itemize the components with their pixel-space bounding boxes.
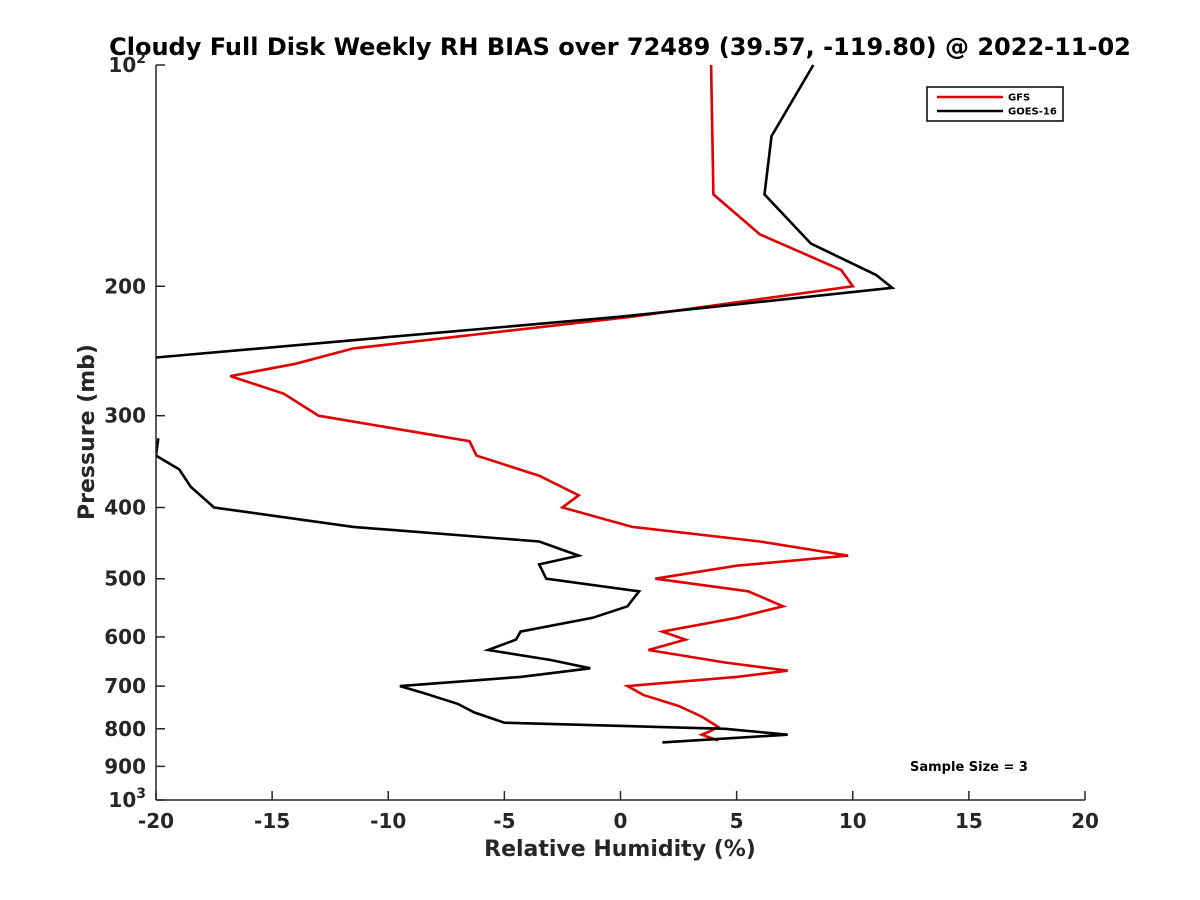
axes: -20 -15 -10 -5 0 5 10 15 20 102 200 300 400 500 600 700…: [104, 51, 1099, 833]
plot-area: [156, 64, 896, 744]
legend-label: GFS: [1008, 93, 1030, 104]
legend: GFS GOES-16: [926, 86, 1064, 122]
y-tick-label: 500: [104, 567, 146, 591]
y-tick-label: 200: [104, 274, 146, 298]
x-tick-label: 5: [730, 809, 744, 833]
series-line-goes16: [156, 64, 896, 744]
x-tick-label: 0: [614, 809, 628, 833]
y-tick-label: 102: [108, 51, 146, 77]
x-tick-label: -15: [254, 809, 290, 833]
y-tick-label: 700: [104, 674, 146, 698]
x-tick-label: 15: [955, 809, 983, 833]
y-tick-label: 800: [104, 717, 146, 741]
legend-box: [926, 86, 1064, 122]
legend-label: GOES-16: [1008, 107, 1057, 118]
x-tick-label: -5: [493, 809, 515, 833]
y-tick-label: 900: [104, 754, 146, 778]
y-tick-label: 300: [104, 404, 146, 428]
x-tick-label: 20: [1071, 809, 1099, 833]
x-tick-label: 10: [839, 809, 867, 833]
chart-title: Cloudy Full Disk Weekly RH BIAS over 724…: [109, 33, 1131, 61]
x-tick-label: -20: [138, 809, 174, 833]
y-tick-label: 600: [104, 625, 146, 649]
y-axis-label: Pressure (mb): [75, 344, 100, 520]
x-tick-label: -10: [370, 809, 406, 833]
x-axis-label: Relative Humidity (%): [484, 837, 756, 862]
y-tick-label: 400: [104, 496, 146, 520]
y-tick-label: 103: [108, 786, 146, 812]
sample-size-annotation: Sample Size = 3: [910, 760, 1028, 775]
series-line-gfs: [229, 64, 856, 742]
